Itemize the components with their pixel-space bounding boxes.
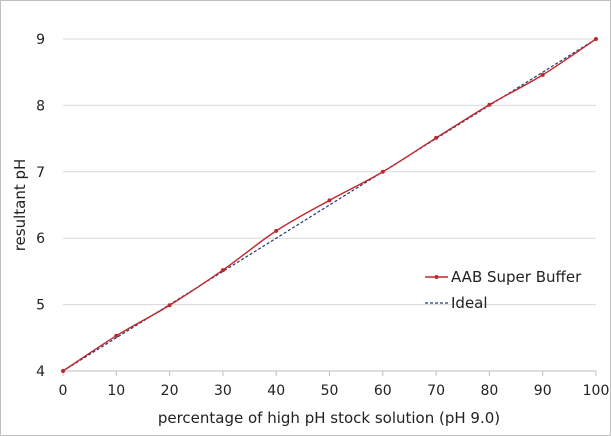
data-point-aab-super-buffer-80: [487, 102, 492, 107]
gridlines: [63, 38, 596, 306]
data-point-aab-super-buffer-50: [327, 198, 332, 203]
x-tick-label: 10: [107, 383, 125, 399]
data-point-aab-super-buffer-30: [220, 268, 225, 273]
x-tick-label: 100: [583, 383, 610, 399]
y-tick-label: 7: [36, 165, 45, 181]
data-point-aab-super-buffer-20: [167, 303, 172, 308]
series-group: [61, 37, 598, 373]
x-tick-label: 50: [321, 383, 339, 399]
y-axis-title: resultant pH: [11, 159, 29, 252]
x-tick-label: 20: [161, 383, 179, 399]
x-tick-label: 40: [267, 383, 285, 399]
y-tick-label: 4: [36, 364, 45, 380]
legend-marker-aab-super-buffer: [434, 275, 439, 279]
y-tick-label: 5: [36, 298, 45, 314]
x-axis-title: percentage of high pH stock solution (pH…: [158, 409, 500, 427]
x-tick-label: 70: [427, 383, 445, 399]
data-point-aab-super-buffer-100: [594, 37, 598, 41]
x-tick-label: 0: [59, 383, 68, 399]
data-point-aab-super-buffer-0: [61, 369, 65, 373]
legend: AAB Super Buffer Ideal: [425, 268, 582, 312]
x-tick-label: 90: [534, 383, 552, 399]
data-point-aab-super-buffer-70: [434, 135, 439, 140]
series-line-aab-super-buffer: [62, 38, 597, 372]
data-point-aab-super-buffer-10: [114, 333, 119, 338]
y-tick-label: 8: [36, 98, 45, 114]
x-tick-label: 60: [374, 383, 392, 399]
y-tick-label: 9: [36, 32, 45, 48]
legend-label-aab-super-buffer: AAB Super Buffer: [451, 268, 582, 286]
x-tick-label: 80: [480, 383, 498, 399]
legend-label-ideal: Ideal: [451, 294, 488, 312]
data-point-aab-super-buffer-60: [380, 169, 385, 174]
x-tick-label: 30: [214, 383, 232, 399]
data-point-aab-super-buffer-90: [540, 72, 545, 77]
axes: [62, 370, 597, 376]
y-tick-label: 6: [36, 231, 45, 247]
data-point-aab-super-buffer-40: [274, 228, 279, 233]
